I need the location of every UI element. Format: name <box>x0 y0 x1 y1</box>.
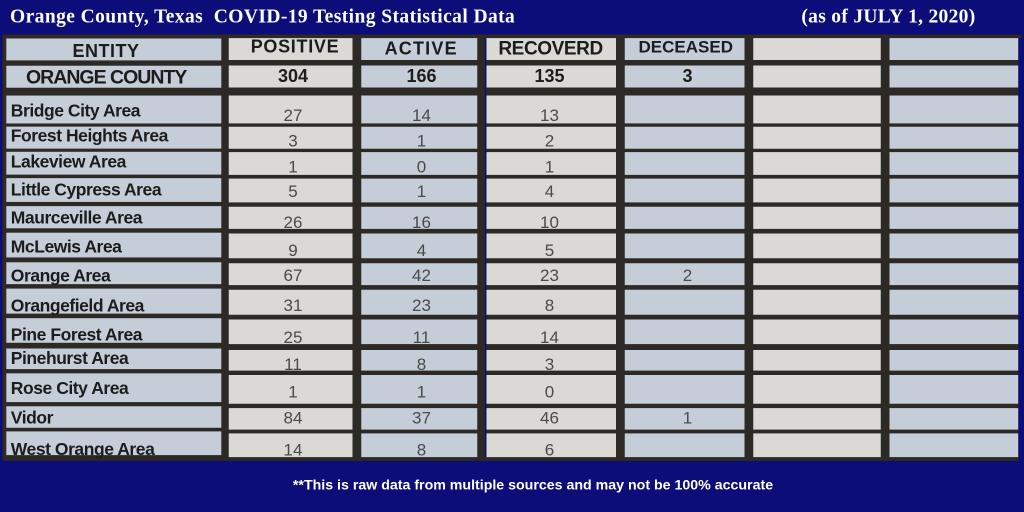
svg-text:25: 25 <box>284 328 303 347</box>
svg-text:Pinehurst Area: Pinehurst Area <box>11 348 129 368</box>
svg-text:37: 37 <box>412 408 431 427</box>
svg-text:1: 1 <box>683 408 692 427</box>
svg-text:27: 27 <box>284 106 303 125</box>
svg-text:Orangefield Area: Orangefield Area <box>11 295 145 315</box>
svg-text:3: 3 <box>545 355 554 374</box>
svg-text:0: 0 <box>545 383 554 402</box>
svg-text:Little Cypress Area: Little Cypress Area <box>11 180 162 200</box>
svg-text:304: 304 <box>278 66 308 86</box>
svg-text:(as of JULY 1, 2020): (as of JULY 1, 2020) <box>801 6 975 27</box>
svg-text:11: 11 <box>413 328 431 347</box>
svg-text:Forest Heights Area: Forest Heights Area <box>11 126 169 146</box>
svg-text:McLewis Area: McLewis Area <box>11 236 122 256</box>
svg-text:14: 14 <box>284 440 303 459</box>
svg-text:4: 4 <box>545 182 554 201</box>
svg-text:46: 46 <box>540 408 559 427</box>
svg-text:**This is raw data from multip: **This is raw data from multiple sources… <box>293 477 773 493</box>
svg-text:Orange Area: Orange Area <box>11 265 111 285</box>
svg-text:3: 3 <box>682 66 692 86</box>
svg-text:14: 14 <box>540 328 559 347</box>
svg-text:2: 2 <box>683 266 692 285</box>
svg-text:5: 5 <box>288 182 297 201</box>
svg-text:42: 42 <box>412 266 431 285</box>
svg-text:3: 3 <box>288 132 297 151</box>
svg-text:8: 8 <box>417 355 426 374</box>
svg-text:ENTITY: ENTITY <box>72 41 139 61</box>
svg-text:Bridge City Area: Bridge City Area <box>11 101 141 121</box>
svg-text:23: 23 <box>412 296 431 315</box>
svg-text:13: 13 <box>540 106 559 125</box>
svg-text:Vidor: Vidor <box>11 408 54 428</box>
svg-text:23: 23 <box>540 266 559 285</box>
svg-text:11: 11 <box>284 355 302 374</box>
svg-text:1: 1 <box>417 132 426 151</box>
svg-text:West Orange Area: West Orange Area <box>11 439 155 459</box>
svg-text:1: 1 <box>545 157 554 176</box>
svg-text:8: 8 <box>417 440 426 459</box>
svg-text:166: 166 <box>406 66 436 86</box>
svg-text:0: 0 <box>417 157 426 176</box>
svg-text:1: 1 <box>417 383 426 402</box>
svg-text:67: 67 <box>284 266 303 285</box>
svg-text:14: 14 <box>412 106 431 125</box>
svg-text:Lakeview Area: Lakeview Area <box>11 152 127 172</box>
svg-text:1: 1 <box>288 157 297 176</box>
svg-text:4: 4 <box>417 241 426 260</box>
svg-text:5: 5 <box>545 241 554 260</box>
svg-text:ACTIVE: ACTIVE <box>385 38 458 58</box>
svg-text:Orange County, Texas COVID-19: Orange County, Texas COVID-19 Testing St… <box>10 6 515 27</box>
svg-text:10: 10 <box>540 213 559 232</box>
svg-text:2: 2 <box>545 132 554 151</box>
svg-text:1: 1 <box>417 182 426 201</box>
svg-text:RECOVERD: RECOVERD <box>498 39 602 60</box>
svg-text:DECEASED: DECEASED <box>639 38 733 57</box>
svg-text:31: 31 <box>284 296 303 315</box>
svg-text:8: 8 <box>545 296 554 315</box>
svg-text:Rose City Area: Rose City Area <box>11 378 129 398</box>
svg-text:26: 26 <box>284 213 303 232</box>
svg-text:Pine Forest Area: Pine Forest Area <box>11 325 143 345</box>
svg-text:POSITIVE: POSITIVE <box>251 37 340 57</box>
svg-text:135: 135 <box>534 66 564 86</box>
svg-text:9: 9 <box>288 241 297 260</box>
svg-text:ORANGE COUNTY: ORANGE COUNTY <box>26 67 187 89</box>
svg-text:1: 1 <box>288 383 297 402</box>
svg-text:16: 16 <box>412 213 431 232</box>
svg-text:6: 6 <box>545 440 554 459</box>
svg-text:84: 84 <box>284 408 303 427</box>
svg-text:Maurceville Area: Maurceville Area <box>11 208 143 228</box>
